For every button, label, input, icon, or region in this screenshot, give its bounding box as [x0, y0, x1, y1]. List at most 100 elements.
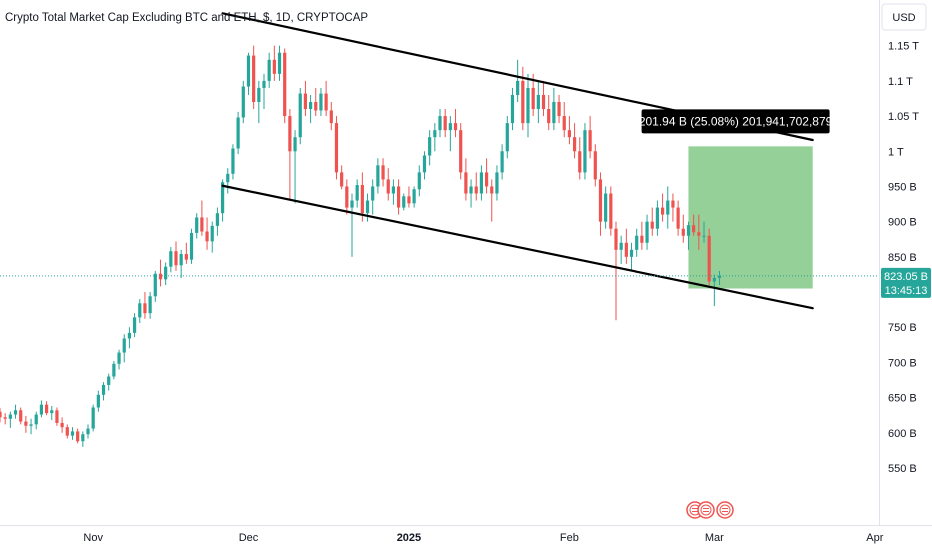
- candle-body: [686, 225, 691, 236]
- event-markers[interactable]: [686, 501, 734, 519]
- candle-body: [184, 254, 188, 260]
- candle-body: [438, 116, 442, 131]
- candle-body: [717, 275, 722, 278]
- candle-body: [495, 172, 499, 194]
- candle-body: [464, 172, 468, 194]
- candle-body: [262, 80, 266, 88]
- candle-body: [598, 179, 603, 222]
- candle-body: [428, 137, 432, 156]
- candle-body: [179, 254, 183, 266]
- candle-body: [479, 172, 484, 194]
- candle-body: [396, 186, 401, 208]
- candle-body: [547, 109, 551, 124]
- target-zone-layer: [688, 146, 813, 289]
- candle-body: [650, 221, 654, 229]
- candle-body: [345, 186, 349, 208]
- candle-body: [267, 59, 271, 81]
- candle-body: [283, 52, 287, 117]
- candle-body: [277, 52, 282, 74]
- candle-body: [552, 102, 556, 124]
- chart-title: Crypto Total Market Cap Excluding BTC an…: [5, 12, 368, 24]
- price-axis-tick-label: 650 B: [888, 393, 917, 405]
- candle-body: [272, 59, 276, 74]
- candle-body: [215, 213, 220, 226]
- calendar-event-icon[interactable]: [697, 501, 715, 519]
- candle-body: [707, 235, 711, 282]
- candle-body: [288, 116, 292, 152]
- candle-body: [236, 117, 240, 149]
- candle-body: [422, 155, 427, 173]
- candle-body: [459, 130, 463, 173]
- candle-body: [127, 332, 132, 339]
- candle-body: [453, 123, 458, 131]
- candle-body: [220, 182, 225, 214]
- candle-body: [44, 404, 49, 414]
- event-icon-inner: [719, 504, 731, 516]
- price-axis[interactable]: 550 B 600 B 650 B 700 B 750 B 850 B 900 B 950 B…: [888, 41, 919, 475]
- candle-body: [536, 94, 540, 110]
- candle-body: [293, 137, 297, 152]
- time-axis[interactable]: Nov Dec 2025 Feb Mar Apr: [83, 532, 883, 544]
- candle-body: [246, 55, 251, 87]
- candle-body: [340, 172, 344, 187]
- price-axis-tick-label: 950 B: [888, 181, 917, 193]
- candle-body: [541, 94, 546, 110]
- candle-body: [624, 242, 628, 257]
- candle-body: [510, 94, 515, 124]
- candle-body: [81, 434, 85, 442]
- price-axis-tick-label: 550 B: [888, 463, 917, 475]
- candle-body: [148, 296, 152, 314]
- currency-button-frame[interactable]: [881, 3, 927, 31]
- candle-body: [666, 200, 670, 215]
- candle-body: [314, 102, 318, 111]
- candles-layer: [0, 45, 722, 447]
- candle-body: [448, 123, 452, 131]
- candle-body: [324, 93, 328, 111]
- candle-body: [500, 151, 504, 173]
- price-tag-countdown: 13:45:13: [885, 285, 928, 297]
- candle-body: [557, 102, 561, 117]
- candle-body: [681, 228, 685, 236]
- candle-body: [329, 110, 333, 124]
- candle-body: [365, 200, 370, 214]
- candle-body: [308, 102, 313, 110]
- candle-body: [697, 232, 701, 236]
- candle-body: [402, 196, 406, 208]
- candle-body: [376, 165, 380, 187]
- candle-body: [298, 93, 302, 138]
- candle-body: [34, 414, 38, 425]
- candle-body: [655, 207, 660, 229]
- currency-button-label[interactable]: USD: [892, 12, 915, 24]
- candle-body: [355, 185, 359, 201]
- candle-body: [143, 303, 147, 314]
- candle-body: [645, 221, 649, 243]
- candle-body: [526, 87, 530, 124]
- candle-body: [640, 235, 644, 243]
- candle-body: [391, 186, 396, 194]
- candle-body: [107, 376, 111, 385]
- candle-body: [252, 55, 256, 103]
- candle-body: [19, 410, 23, 422]
- measure-tooltip-text: 201.94 B (25.08%) 201,941,702,879: [639, 114, 833, 128]
- price-axis-tick-label: 1.05 T: [888, 111, 919, 123]
- candle-body: [60, 422, 64, 428]
- candle-body: [371, 186, 375, 201]
- candle-body: [3, 417, 7, 419]
- candle-body: [583, 130, 587, 173]
- candle-body: [474, 186, 478, 194]
- event-icon-inner: [700, 504, 712, 516]
- candle-body: [200, 217, 204, 232]
- calendar-event-icon[interactable]: [716, 501, 734, 519]
- candle-body: [55, 410, 59, 423]
- target-zone-rect: [688, 146, 813, 289]
- candle-body: [91, 407, 95, 429]
- candle-body: [521, 80, 525, 124]
- currency-button[interactable]: USD: [881, 3, 927, 31]
- candle-body: [412, 189, 416, 204]
- candle-body: [562, 116, 566, 131]
- candle-body: [702, 235, 706, 237]
- candle-body: [241, 86, 245, 118]
- candle-body: [629, 249, 634, 257]
